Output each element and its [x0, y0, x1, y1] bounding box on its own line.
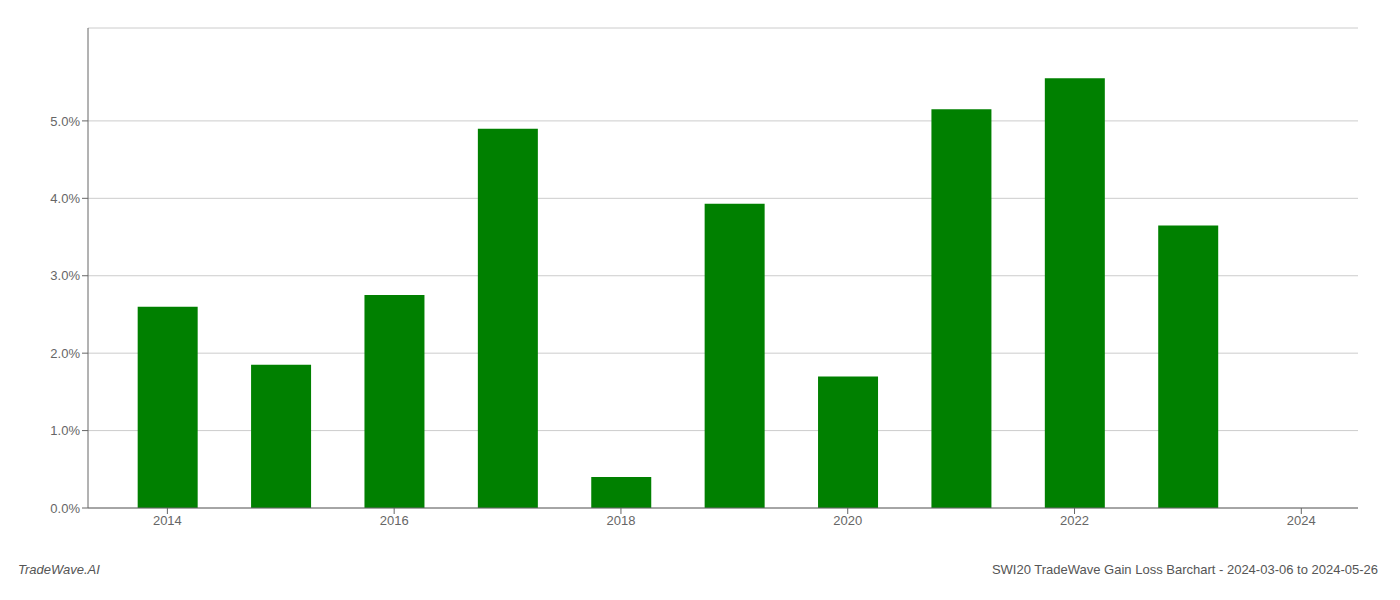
svg-text:2022: 2022 [1060, 513, 1089, 528]
svg-text:2.0%: 2.0% [50, 346, 80, 361]
svg-text:5.0%: 5.0% [50, 114, 80, 129]
svg-text:2020: 2020 [833, 513, 862, 528]
svg-text:3.0%: 3.0% [50, 268, 80, 283]
svg-text:2014: 2014 [153, 513, 182, 528]
svg-text:4.0%: 4.0% [50, 191, 80, 206]
svg-text:1.0%: 1.0% [50, 423, 80, 438]
svg-text:2024: 2024 [1287, 513, 1316, 528]
html-text:TradeWave.AI: TradeWave.AI [18, 562, 100, 577]
svg-text:2016: 2016 [380, 513, 409, 528]
html-text:SWI20 TradeWave Gain Loss Barc: SWI20 TradeWave Gain Loss Barchart - 202… [991, 562, 1378, 577]
svg-text:2018: 2018 [606, 513, 635, 528]
svg-text:0.0%: 0.0% [50, 501, 80, 516]
